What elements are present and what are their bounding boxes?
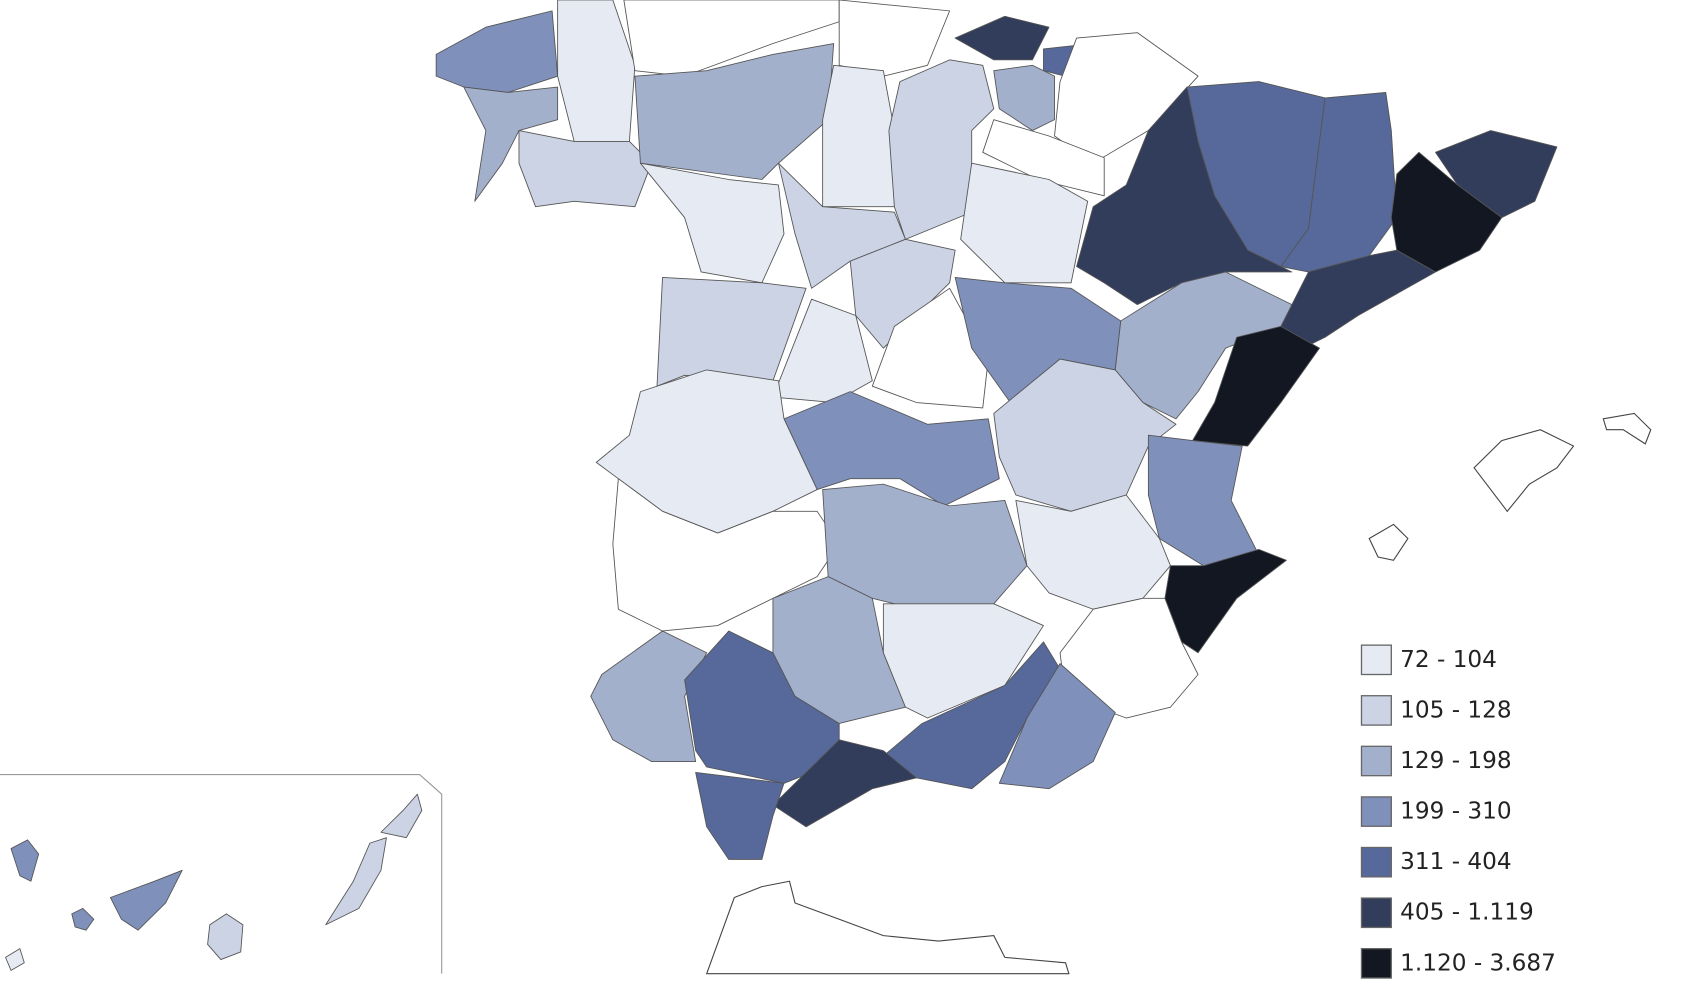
province [557,0,636,142]
legend-label: 1.120 - 3.687 [1400,950,1556,976]
province [960,162,1089,284]
province [71,907,95,931]
province [822,64,895,208]
province [772,739,917,828]
province [639,162,785,284]
legend-swatch [1360,695,1392,726]
province [954,15,1050,61]
legend-label: 72 - 104 [1400,647,1497,673]
province [1147,434,1260,567]
province [325,837,387,926]
province [207,913,244,960]
legend-label: 405 - 1.119 [1400,900,1534,926]
province [380,793,423,839]
legend-swatch [1360,796,1392,827]
province [623,0,840,77]
balearic-islands [1368,412,1652,561]
province [5,948,25,971]
legend-label: 199 - 310 [1400,799,1512,825]
province [10,839,40,882]
legend: 72 - 104 105 - 128 129 - 198 199 - 310 311 -… [1360,644,1556,979]
province [1015,494,1171,610]
province [435,10,559,93]
province [590,630,708,762]
province [1192,325,1320,447]
province [1054,32,1199,164]
legend-swatch [1360,745,1392,777]
legend-label: 129 - 198 [1400,748,1512,774]
island [1473,429,1575,513]
province [1164,548,1287,654]
province [838,0,951,77]
province [772,298,873,403]
legend-label: 311 - 404 [1400,849,1512,875]
legend-swatch [1360,897,1392,929]
legend-swatch [1360,644,1392,676]
legend-label: 105 - 128 [1400,698,1512,724]
province [871,287,989,409]
province [982,119,1105,197]
province [695,771,785,860]
province [612,478,840,632]
province [882,603,1044,719]
legend-swatch [1360,948,1392,979]
province [993,64,1055,131]
province [109,869,183,931]
north-africa-coast [705,880,1070,975]
province [998,663,1116,790]
island [1368,523,1409,561]
canary-inset-frame [0,774,443,974]
province [783,391,1000,507]
provinces [5,0,1558,971]
legend-swatch [1360,846,1392,878]
province [518,130,652,208]
island [1602,412,1652,445]
